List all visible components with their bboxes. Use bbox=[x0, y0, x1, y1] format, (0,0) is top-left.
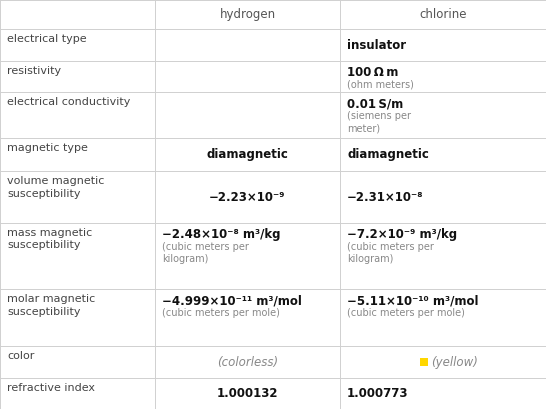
Text: magnetic type: magnetic type bbox=[7, 143, 88, 153]
Text: mass magnetic
susceptibility: mass magnetic susceptibility bbox=[7, 228, 92, 250]
Text: 0.01 S/m: 0.01 S/m bbox=[347, 97, 403, 110]
Text: −2.23×10⁻⁹: −2.23×10⁻⁹ bbox=[209, 191, 286, 204]
Text: volume magnetic
susceptibility: volume magnetic susceptibility bbox=[7, 176, 104, 199]
Text: (cubic meters per
kilogram): (cubic meters per kilogram) bbox=[162, 242, 249, 264]
Text: −7.2×10⁻⁹ m³/kg: −7.2×10⁻⁹ m³/kg bbox=[347, 228, 457, 241]
Text: insulator: insulator bbox=[347, 38, 406, 52]
Text: (ohm meters): (ohm meters) bbox=[347, 80, 414, 90]
Text: (colorless): (colorless) bbox=[217, 355, 278, 369]
Text: refractive index: refractive index bbox=[7, 383, 95, 393]
Text: (cubic meters per mole): (cubic meters per mole) bbox=[347, 308, 465, 318]
Text: molar magnetic
susceptibility: molar magnetic susceptibility bbox=[7, 294, 95, 317]
Text: diamagnetic: diamagnetic bbox=[347, 148, 429, 161]
Text: −5.11×10⁻¹⁰ m³/mol: −5.11×10⁻¹⁰ m³/mol bbox=[347, 294, 478, 307]
Text: −4.999×10⁻¹¹ m³/mol: −4.999×10⁻¹¹ m³/mol bbox=[162, 294, 302, 307]
Text: 100 Ω m: 100 Ω m bbox=[347, 66, 399, 79]
Text: color: color bbox=[7, 351, 34, 362]
Text: (cubic meters per
kilogram): (cubic meters per kilogram) bbox=[347, 242, 434, 264]
Bar bbox=[419, 358, 428, 366]
Text: 1.000773: 1.000773 bbox=[347, 387, 408, 400]
Text: hydrogen: hydrogen bbox=[219, 8, 276, 21]
Text: 1.000132: 1.000132 bbox=[217, 387, 278, 400]
Text: electrical conductivity: electrical conductivity bbox=[7, 97, 130, 107]
Text: (siemens per
meter): (siemens per meter) bbox=[347, 111, 411, 133]
Text: (cubic meters per mole): (cubic meters per mole) bbox=[162, 308, 280, 318]
Text: (yellow): (yellow) bbox=[431, 355, 478, 369]
Text: chlorine: chlorine bbox=[419, 8, 467, 21]
Text: −2.48×10⁻⁸ m³/kg: −2.48×10⁻⁸ m³/kg bbox=[162, 228, 281, 241]
Text: resistivity: resistivity bbox=[7, 66, 61, 76]
Text: electrical type: electrical type bbox=[7, 34, 87, 45]
Text: −2.31×10⁻⁸: −2.31×10⁻⁸ bbox=[347, 191, 424, 204]
Text: diamagnetic: diamagnetic bbox=[206, 148, 288, 161]
